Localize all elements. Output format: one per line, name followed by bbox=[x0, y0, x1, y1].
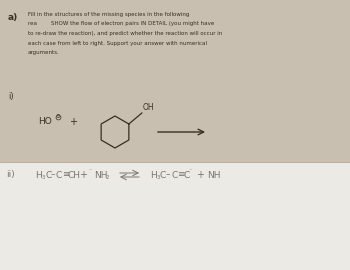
Text: each case from left to right. Support your answer with numerical: each case from left to right. Support yo… bbox=[28, 40, 207, 46]
Text: ⁻: ⁻ bbox=[189, 170, 192, 174]
Text: NH: NH bbox=[94, 170, 107, 180]
Text: H: H bbox=[150, 170, 157, 180]
Text: rea        SHOW the flow of electron pairs IN DETAIL (you might have: rea SHOW the flow of electron pairs IN D… bbox=[28, 22, 214, 26]
Text: a): a) bbox=[8, 13, 18, 22]
Text: to re-draw the reaction), and predict whether the reaction will occur in: to re-draw the reaction), and predict wh… bbox=[28, 31, 222, 36]
Text: ≡: ≡ bbox=[62, 170, 70, 180]
Text: i): i) bbox=[8, 93, 14, 102]
Text: 2: 2 bbox=[106, 175, 110, 180]
Text: H: H bbox=[35, 170, 42, 180]
Bar bbox=[0, 162, 350, 270]
Text: CH: CH bbox=[68, 170, 81, 180]
Text: 3: 3 bbox=[156, 175, 160, 180]
Text: –: – bbox=[51, 170, 56, 180]
Text: C: C bbox=[171, 170, 177, 180]
Text: OH: OH bbox=[143, 103, 154, 112]
Text: C: C bbox=[183, 170, 189, 180]
Text: +: + bbox=[79, 170, 87, 180]
Text: C: C bbox=[56, 170, 62, 180]
Text: NH: NH bbox=[207, 170, 220, 180]
Text: HO: HO bbox=[38, 117, 52, 127]
Text: ii): ii) bbox=[6, 170, 15, 180]
Bar bbox=[0, 0, 350, 162]
Text: ≡: ≡ bbox=[177, 170, 184, 180]
Text: ⊙: ⊙ bbox=[56, 114, 61, 120]
Text: arguments.: arguments. bbox=[28, 50, 60, 55]
Text: 3: 3 bbox=[42, 175, 45, 180]
Text: C: C bbox=[45, 170, 51, 180]
Text: +: + bbox=[196, 170, 204, 180]
Text: –: – bbox=[166, 170, 170, 180]
Text: ⁻: ⁻ bbox=[89, 170, 92, 174]
Text: +: + bbox=[69, 117, 77, 127]
Text: Fill in the structures of the missing species in the following: Fill in the structures of the missing sp… bbox=[28, 12, 189, 17]
Text: C: C bbox=[160, 170, 166, 180]
